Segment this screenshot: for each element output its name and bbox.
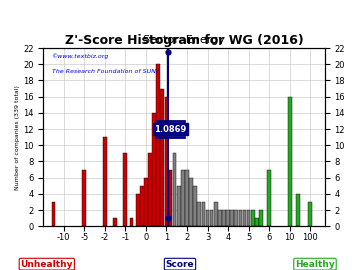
Text: Score: Score: [166, 260, 194, 269]
Text: Healthy: Healthy: [295, 260, 335, 269]
Bar: [210, 210, 213, 226]
Bar: [136, 194, 140, 226]
Bar: [152, 113, 156, 226]
Bar: [247, 210, 251, 226]
Bar: [239, 210, 242, 226]
Bar: [103, 137, 107, 226]
Text: ©www.textbiz.org: ©www.textbiz.org: [51, 53, 109, 59]
Bar: [181, 170, 185, 226]
Bar: [193, 186, 197, 226]
Bar: [189, 178, 193, 226]
Bar: [165, 97, 168, 226]
Bar: [226, 210, 230, 226]
Bar: [243, 210, 246, 226]
Bar: [140, 186, 144, 226]
Bar: [230, 210, 234, 226]
Bar: [234, 210, 238, 226]
Text: Sector: Energy: Sector: Energy: [143, 35, 225, 45]
Bar: [130, 218, 133, 226]
Title: Z'-Score Histogram for WG (2016): Z'-Score Histogram for WG (2016): [64, 34, 303, 47]
Bar: [202, 202, 205, 226]
Bar: [214, 202, 217, 226]
Y-axis label: Number of companies (339 total): Number of companies (339 total): [15, 85, 20, 190]
Bar: [206, 210, 210, 226]
Bar: [123, 153, 127, 226]
Bar: [144, 178, 148, 226]
Text: The Research Foundation of SUNY: The Research Foundation of SUNY: [51, 69, 159, 75]
Bar: [251, 210, 255, 226]
Bar: [309, 202, 312, 226]
Bar: [288, 97, 292, 226]
Bar: [82, 170, 86, 226]
Bar: [113, 218, 117, 226]
Text: Unhealthy: Unhealthy: [21, 260, 73, 269]
Bar: [148, 153, 152, 226]
Bar: [197, 202, 201, 226]
Bar: [177, 186, 181, 226]
Bar: [51, 202, 55, 226]
Bar: [296, 194, 300, 226]
Bar: [267, 170, 271, 226]
Bar: [156, 64, 160, 226]
Bar: [218, 210, 222, 226]
Bar: [222, 210, 226, 226]
Bar: [173, 153, 176, 226]
Bar: [169, 170, 172, 226]
Bar: [259, 210, 263, 226]
Bar: [161, 89, 164, 226]
Bar: [185, 170, 189, 226]
Bar: [255, 218, 259, 226]
Text: 1.0869: 1.0869: [154, 124, 186, 134]
